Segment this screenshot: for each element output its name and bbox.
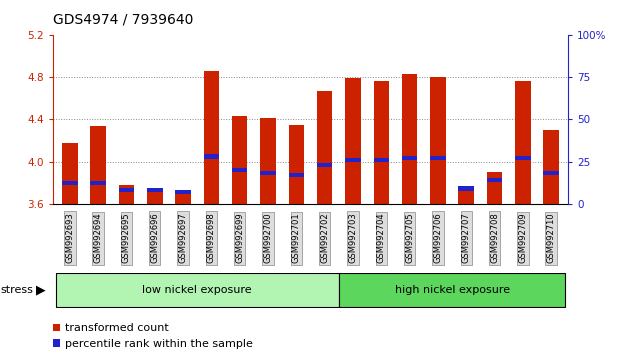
Bar [345,79,361,204]
Text: GSM992710: GSM992710 [546,213,556,263]
Bar [345,158,361,162]
Text: stress: stress [0,285,33,295]
Bar [317,91,332,204]
Text: GSM992703: GSM992703 [348,213,358,263]
Text: GSM992694: GSM992694 [94,213,102,263]
Bar [56,273,339,307]
Bar [175,193,191,204]
Text: ▶: ▶ [36,284,45,297]
Text: GSM992693: GSM992693 [65,213,75,263]
Text: GDS4974 / 7939640: GDS4974 / 7939640 [53,12,193,27]
Bar [515,81,531,204]
Bar [119,185,134,204]
Bar [119,188,134,192]
Bar [204,154,219,159]
Bar [232,168,248,172]
Text: GSM992707: GSM992707 [462,213,471,263]
Bar [373,158,389,162]
Bar [289,125,304,204]
Bar [543,130,559,204]
Bar [90,126,106,204]
Bar [260,171,276,175]
Text: GSM992700: GSM992700 [263,213,273,263]
Text: GSM992704: GSM992704 [377,213,386,263]
Text: GSM992698: GSM992698 [207,213,216,263]
Bar [232,116,248,204]
Text: GSM992705: GSM992705 [405,213,414,263]
Bar [430,156,446,160]
Bar [317,163,332,167]
Text: GSM992702: GSM992702 [320,213,329,263]
Bar [260,119,276,204]
Bar [430,78,446,204]
Text: low nickel exposure: low nickel exposure [142,285,252,295]
Bar [402,74,417,204]
Text: GSM992708: GSM992708 [490,213,499,263]
Text: high nickel exposure: high nickel exposure [394,285,510,295]
Bar [62,181,78,185]
Bar [147,188,163,192]
Bar [487,178,502,182]
Bar [90,181,106,185]
Bar [339,273,565,307]
Bar [204,71,219,204]
Text: GSM992709: GSM992709 [519,213,527,263]
Text: percentile rank within the sample: percentile rank within the sample [65,339,253,349]
Bar [487,172,502,204]
Bar [289,173,304,177]
Bar [458,186,474,190]
Bar [175,190,191,194]
Bar [147,188,163,204]
Bar [515,156,531,160]
Bar [543,171,559,175]
Bar [373,81,389,204]
Text: GSM992701: GSM992701 [292,213,301,263]
Text: GSM992706: GSM992706 [433,213,442,263]
Text: GSM992699: GSM992699 [235,213,244,263]
Text: GSM992695: GSM992695 [122,213,131,263]
Text: GSM992696: GSM992696 [150,213,159,263]
Text: transformed count: transformed count [65,323,169,333]
Bar [62,143,78,204]
Bar [402,156,417,160]
Bar [458,189,474,204]
Text: GSM992697: GSM992697 [179,213,188,263]
